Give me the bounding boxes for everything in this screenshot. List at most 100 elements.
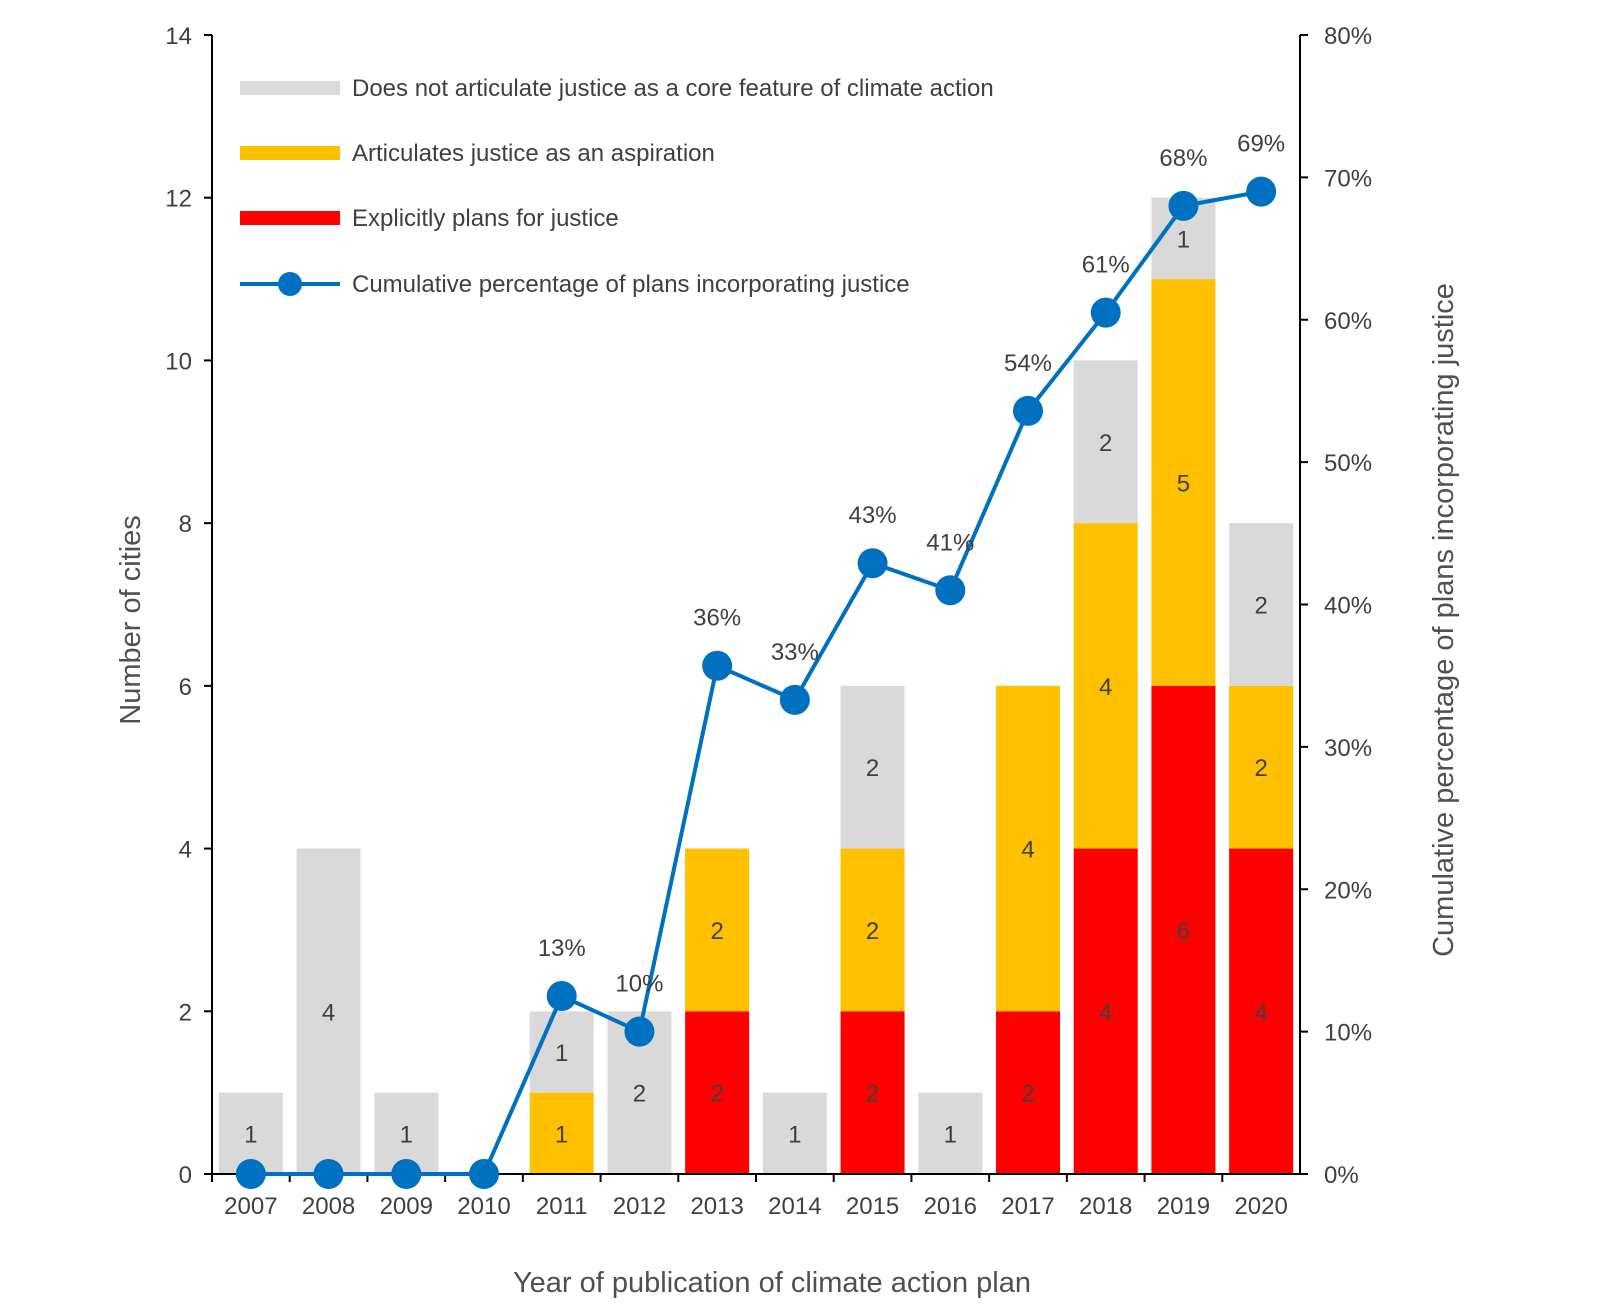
bar-value-label: 2 [710,918,723,945]
cumulative-point-label: 68% [1159,145,1207,172]
bar-value-label: 1 [244,1121,257,1148]
bar-aspiration-2011 [529,1092,594,1174]
x-tick-label: 2009 [380,1193,433,1220]
y2-tick-label: 70% [1324,165,1372,192]
y2-tick-label: 50% [1324,450,1372,477]
bar-value-label: 2 [866,1081,879,1108]
bar-explicit-2015 [840,1011,905,1174]
x-tick-label: 2016 [924,1193,977,1220]
cumulative-point-2013 [702,650,733,681]
y2-tick-label: 20% [1324,877,1372,904]
cumulative-point-2018 [1090,297,1121,328]
cumulative-point-2012 [624,1016,655,1047]
x-tick-label: 2020 [1234,1193,1287,1220]
bar-none-2020 [1229,523,1294,686]
x-tick-label: 2017 [1001,1193,1054,1220]
bar-aspiration-2017 [996,685,1060,1012]
cumulative-point-2016 [935,575,966,606]
cumulative-point-2017 [1013,395,1043,426]
cumulative-point-label: 13% [538,935,586,962]
y2-tick-label: 30% [1324,735,1372,762]
bar-explicit-2017 [996,1011,1060,1174]
cumulative-line-layer: 13% 10% 36% 33% 43% 41% 54% 61% 68% 69% [235,131,1285,1189]
legend-label-aspiration: Articulates justice as an aspiration [352,140,715,167]
bar-none-2008 [296,848,361,1174]
cumulative-point-2019 [1168,190,1199,221]
cumulative-point-2008 [313,1159,344,1189]
bar-value-label: 1 [555,1040,568,1067]
bar-value-label: 4 [1099,674,1112,701]
bar-value-label: 5 [1177,470,1190,497]
bar-value-label: 2 [710,1081,723,1108]
cumulative-point-label: 10% [615,971,663,998]
legend-swatch-marker [278,272,302,296]
bar-none-2018 [1073,360,1138,524]
cumulative-point-label: 54% [1004,350,1052,377]
bar-value-label: 4 [1021,837,1034,864]
y2-axis-title: Cumulative percentage of plans incorpora… [1428,283,1460,957]
x-tick-label: 2007 [224,1193,277,1220]
y-tick-label: 4 [179,837,192,864]
cumulative-point-2015 [857,548,888,579]
cumulative-point-label: 41% [926,529,974,556]
bar-aspiration-2013 [685,848,750,1012]
x-tick-label: 2019 [1157,1193,1210,1220]
bar-value-label: 1 [400,1121,413,1148]
cumulative-point-2011 [546,981,577,1012]
bar-value-label: 1 [555,1121,568,1148]
axes-layer: 024681012140%10%20%30%40%50%60%70%80%200… [165,23,1372,1220]
bar-value-label: 2 [1099,430,1112,457]
bar-none-2015 [840,685,905,849]
bar-none-2016 [918,1092,983,1174]
y-tick-label: 0 [179,1162,192,1189]
legend-label-line: Cumulative percentage of plans incorpora… [352,271,910,298]
cumulative-point-2020 [1246,176,1277,207]
cumulative-point-label: 61% [1082,252,1130,279]
x-tick-label: 2012 [613,1193,666,1220]
legend-label-none: Does not articulate justice as a core fe… [352,75,994,102]
legend-swatch-explicit [240,211,340,225]
bar-explicit-2019 [1151,685,1216,1174]
bar-explicit-2013 [685,1011,750,1174]
bar-none-2014 [762,1092,827,1174]
y2-tick-label: 80% [1324,23,1372,50]
bar-value-label: 2 [633,1081,646,1108]
legend: Does not articulate justice as a core fe… [240,75,994,298]
legend-label-explicit: Explicitly plans for justice [352,205,619,232]
bar-value-label: 1 [1177,226,1190,253]
x-tick-label: 2014 [768,1193,821,1220]
y-tick-label: 6 [179,674,192,701]
x-tick-label: 2010 [457,1193,510,1220]
bars-layer: 1 4 1 1 1 2 2 2 1 2 2 2 1 2 4 4 4 2 6 5 1 4 2 2 [218,197,1294,1174]
bar-value-label: 1 [788,1121,801,1148]
x-tick-label: 2008 [302,1193,355,1220]
cumulative-point-label: 36% [693,605,741,632]
bar-value-label: 4 [322,999,335,1026]
bar-value-label: 1 [944,1121,957,1148]
bar-value-label: 4 [1099,999,1112,1026]
bar-explicit-2020 [1229,848,1294,1174]
cumulative-point-2014 [779,684,810,715]
cumulative-point-2007 [235,1159,266,1189]
y2-tick-label: 60% [1324,308,1372,335]
bar-value-label: 2 [1021,1081,1034,1108]
bar-value-label: 2 [1254,593,1267,620]
x-tick-label: 2011 [536,1193,588,1220]
cumulative-point-label: 43% [849,502,897,529]
bar-aspiration-2020 [1229,685,1294,849]
bar-aspiration-2019 [1151,279,1216,686]
bar-explicit-2018 [1073,848,1138,1174]
y-tick-label: 14 [165,23,192,50]
y2-tick-label: 10% [1324,1020,1372,1047]
bar-aspiration-2018 [1073,523,1138,849]
y-axis-title: Number of cities [115,515,147,725]
x-axis-title: Year of publication of climate action pl… [513,1267,1031,1299]
cumulative-point-label: 33% [771,639,819,666]
bar-value-label: 2 [1254,755,1267,782]
bar-value-label: 4 [1254,999,1267,1026]
bar-aspiration-2015 [840,848,905,1012]
bar-value-label: 2 [866,755,879,782]
cumulative-point-label: 69% [1237,131,1285,158]
